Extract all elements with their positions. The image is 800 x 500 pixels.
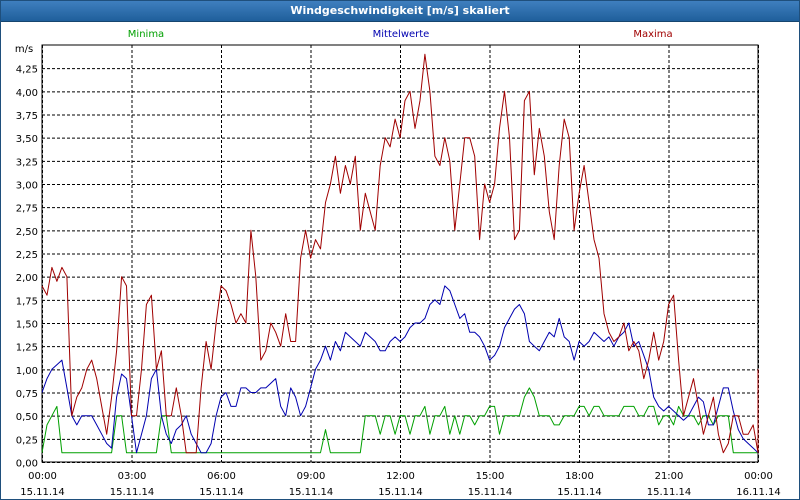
series-line-minima [41, 387, 759, 454]
y-tick-label: 2,75 [16, 204, 38, 215]
y-tick-label: 1,50 [16, 320, 38, 331]
y-tick-label: 0,75 [16, 389, 38, 400]
y-tick-label: 3,50 [16, 134, 38, 145]
legend-maxima: Maxima [633, 29, 672, 40]
x-tick-date: 15.11.14 [647, 487, 692, 498]
y-tick-label: 0,00 [16, 459, 38, 470]
y-tick-label: 4,25 [16, 65, 38, 76]
legend-mittelwerte: Mittelwerte [373, 29, 430, 40]
y-tick-label: 4,00 [16, 88, 38, 99]
x-tick-time: 06:00 [207, 471, 236, 482]
x-tick-time: 00:00 [28, 471, 57, 482]
x-tick-time: 09:00 [297, 471, 326, 482]
y-tick-label: 3,00 [16, 181, 38, 192]
x-tick-time: 03:00 [118, 471, 147, 482]
series-line-maxima [41, 53, 759, 454]
y-tick-label: 2,00 [16, 273, 38, 284]
x-tick-date: 15.11.14 [110, 487, 155, 498]
y-tick-label: 1,25 [16, 343, 38, 354]
x-tick-date: 15.11.14 [557, 487, 602, 498]
x-tick-date: 15.11.14 [468, 487, 513, 498]
y-tick-label: 3,75 [16, 111, 38, 122]
y-axis-unit: m/s [15, 44, 33, 55]
chart-canvas: m/s Minima Mittelwerte Maxima 0,00 0,25 0,… [15, 29, 781, 498]
x-tick-time: 15:00 [476, 471, 505, 482]
y-tick-label: 2,25 [16, 250, 38, 261]
x-tick-date: 15.11.14 [20, 487, 65, 498]
y-tick-label: 0,50 [16, 412, 38, 423]
x-tick-time: 00:00 [744, 471, 773, 482]
chart-title: Windgeschwindigkeit [m/s] skaliert [1, 1, 799, 22]
y-tick-label: 0,25 [16, 435, 38, 446]
x-tick-date: 16.11.14 [736, 487, 781, 498]
x-tick-date: 15.11.14 [378, 487, 423, 498]
y-tick-label: 3,25 [16, 157, 38, 168]
y-tick-label: 1,75 [16, 296, 38, 307]
legend-minima: Minima [128, 29, 164, 40]
y-tick-label: 2,50 [16, 227, 38, 238]
x-tick-time: 18:00 [565, 471, 594, 482]
x-tick-time: 21:00 [655, 471, 684, 482]
y-tick-label: 1,00 [16, 366, 38, 377]
x-tick-time: 12:00 [386, 471, 415, 482]
x-tick-date: 15.11.14 [289, 487, 334, 498]
x-tick-date: 15.11.14 [199, 487, 244, 498]
